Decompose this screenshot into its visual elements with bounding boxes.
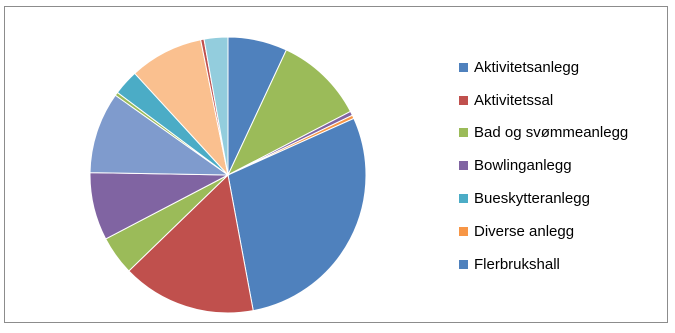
legend-swatch: [459, 128, 468, 138]
legend-swatch: [459, 95, 468, 105]
chart-legend: Aktivitetsanlegg Aktivitetssal Bad og svøm…: [459, 51, 628, 281]
pie-slice-5: [128, 173, 254, 314]
legend-label: Bueskytteranlegg: [474, 190, 590, 208]
chart-area: Aktivitetsanlegg Aktivitetssal Bad og svøm…: [4, 6, 668, 323]
legend-swatch: [459, 259, 468, 269]
legend-swatch: [459, 226, 468, 236]
legend-swatch: [459, 161, 468, 171]
pie-chart: [89, 36, 367, 314]
legend-item: Diverse anlegg: [459, 215, 628, 248]
pie-slice-13: [203, 36, 229, 176]
pie-slice-4: [227, 117, 367, 312]
legend-label: Diverse anlegg: [474, 222, 575, 240]
legend-label: Flerbrukshall: [474, 255, 560, 273]
legend-swatch: [459, 194, 468, 204]
legend-item: Bueskytteranlegg: [459, 182, 628, 215]
legend-item: Aktivitetsanlegg: [459, 51, 628, 84]
pie-slice-8: [89, 94, 230, 176]
legend-swatch: [459, 62, 468, 72]
legend-label: Bowlinganlegg: [474, 157, 572, 175]
legend-label: Aktivitetssal: [474, 91, 554, 109]
legend-item: Bad og svømmeanlegg: [459, 117, 628, 150]
pie-slice-1: [226, 49, 352, 177]
legend-item: Aktivitetssal: [459, 84, 628, 117]
legend-label: Aktivitetsanlegg: [474, 58, 580, 76]
legend-item: Flerbrukshall: [459, 248, 628, 281]
legend-label: Bad og svømmeanlegg: [474, 124, 629, 142]
legend-item: Bowlinganlegg: [459, 149, 628, 182]
